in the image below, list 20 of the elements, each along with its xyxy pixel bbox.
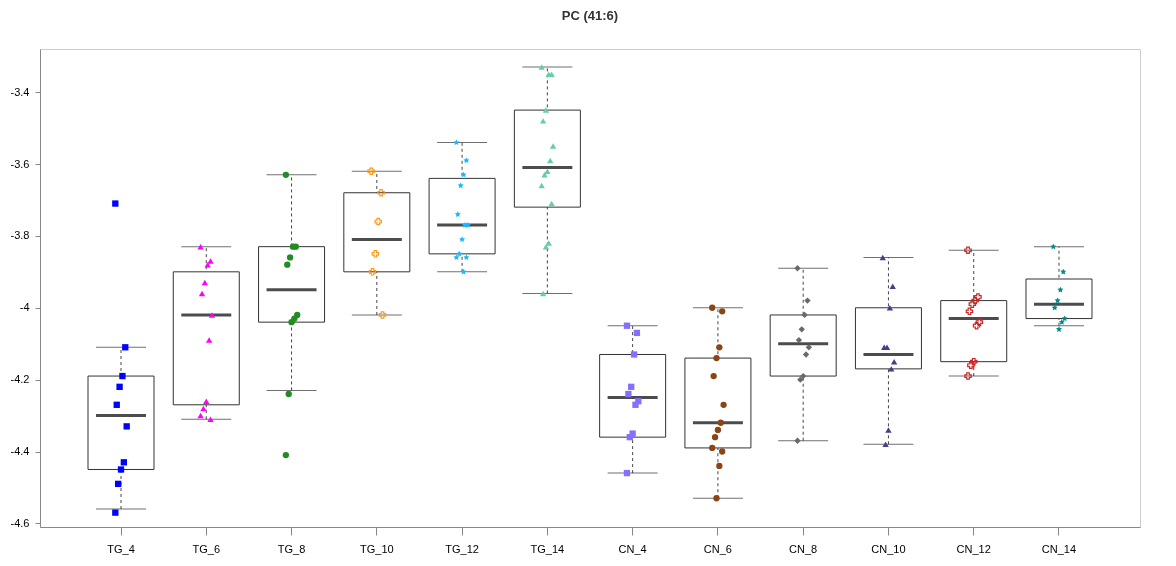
- y-tick-label: -3.6: [10, 157, 30, 170]
- x-tick-label: TG_10: [360, 542, 394, 555]
- x-tick-label: CN_10: [871, 542, 906, 555]
- x-tick-label: CN_8: [789, 542, 818, 555]
- y-tick-label: -4.6: [10, 516, 30, 529]
- x-tick-label: TG_12: [445, 542, 479, 555]
- x-tick-label: TG_4: [107, 542, 135, 555]
- y-tick-label: -3.4: [10, 85, 30, 98]
- x-tick-label: TG_14: [530, 542, 565, 555]
- x-tick-label: CN_14: [1041, 542, 1077, 555]
- x-tick-label: CN_6: [703, 542, 732, 555]
- x-tick-label: TG_8: [277, 542, 306, 555]
- y-tick-label: -4.4: [10, 445, 30, 458]
- y-tick-label: -4: [19, 301, 30, 314]
- x-tick-label: CN_12: [956, 542, 991, 555]
- y-tick-label: -4.2: [10, 373, 30, 386]
- x-tick-label: CN_4: [618, 542, 647, 555]
- x-tick-label: TG_6: [192, 542, 221, 555]
- chart-title: PC (41:6): [561, 8, 619, 23]
- y-tick-label: -3.8: [10, 229, 30, 242]
